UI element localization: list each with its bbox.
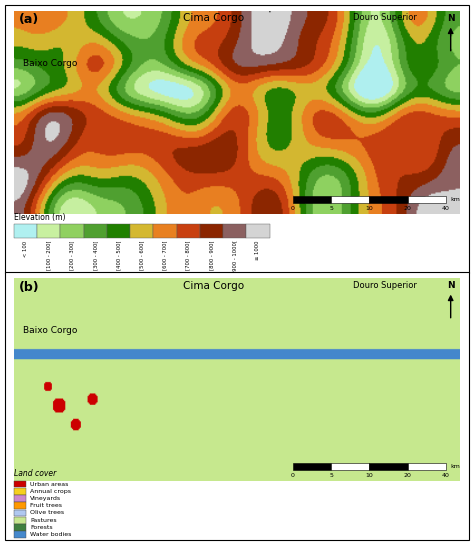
Text: 40: 40 xyxy=(442,205,450,211)
Bar xyxy=(130,225,154,238)
Text: Annual crops: Annual crops xyxy=(30,489,71,494)
Text: km: km xyxy=(451,197,461,202)
Text: Cima Corgo: Cima Corgo xyxy=(183,14,244,23)
Text: N: N xyxy=(447,281,455,290)
Text: 20: 20 xyxy=(404,205,411,211)
Bar xyxy=(331,196,369,203)
Text: Baixo Corgo: Baixo Corgo xyxy=(23,59,78,68)
Text: [100 - 200[: [100 - 200[ xyxy=(46,240,51,270)
Bar xyxy=(37,225,61,238)
Bar xyxy=(84,225,107,238)
Text: ≥ 1000: ≥ 1000 xyxy=(255,240,260,260)
Bar xyxy=(408,196,446,203)
Text: [500 - 600[: [500 - 600[ xyxy=(139,240,144,270)
Bar xyxy=(246,225,270,238)
Text: [200 - 300[: [200 - 300[ xyxy=(70,240,74,270)
Bar xyxy=(177,225,200,238)
Bar xyxy=(293,196,331,203)
Bar xyxy=(14,531,26,538)
Text: 5: 5 xyxy=(329,205,333,211)
Text: Forests: Forests xyxy=(30,525,53,530)
Bar xyxy=(369,196,408,203)
Text: N: N xyxy=(447,14,455,23)
Text: [800 - 900[: [800 - 900[ xyxy=(209,240,214,270)
Text: [700 - 800[: [700 - 800[ xyxy=(186,240,191,270)
Text: [300 - 400[: [300 - 400[ xyxy=(93,240,98,270)
Text: [900 - 1000[: [900 - 1000[ xyxy=(232,240,237,274)
Text: 20: 20 xyxy=(404,473,411,478)
Bar xyxy=(14,11,460,214)
Text: Elevation (m): Elevation (m) xyxy=(14,213,65,222)
Text: Fruit trees: Fruit trees xyxy=(30,503,62,508)
Text: 0: 0 xyxy=(291,205,295,211)
Text: Vineyards: Vineyards xyxy=(30,496,62,501)
Text: Water bodies: Water bodies xyxy=(30,532,72,537)
Text: 5: 5 xyxy=(329,473,333,478)
Text: Baixo Corgo: Baixo Corgo xyxy=(23,326,78,335)
Text: Urban areas: Urban areas xyxy=(30,482,69,487)
Text: (b): (b) xyxy=(18,281,39,294)
Bar xyxy=(14,225,37,238)
Bar xyxy=(14,488,26,495)
Text: Cima Corgo: Cima Corgo xyxy=(183,281,244,290)
Text: 10: 10 xyxy=(365,205,373,211)
Text: Land cover: Land cover xyxy=(14,469,56,478)
Bar xyxy=(14,502,26,509)
Bar xyxy=(408,463,446,470)
Text: [400 - 500[: [400 - 500[ xyxy=(116,240,121,270)
Bar xyxy=(369,463,408,470)
Bar xyxy=(107,225,130,238)
Text: < 100: < 100 xyxy=(23,240,28,257)
Bar xyxy=(61,225,84,238)
Bar xyxy=(331,463,369,470)
Text: Pastures: Pastures xyxy=(30,518,57,523)
Bar xyxy=(14,517,26,524)
Text: km: km xyxy=(451,464,461,469)
Bar xyxy=(154,225,177,238)
Bar xyxy=(14,510,26,516)
Bar xyxy=(223,225,246,238)
Text: Douro Superior: Douro Superior xyxy=(353,14,417,22)
Bar xyxy=(200,225,223,238)
Bar xyxy=(14,481,26,487)
Text: 0: 0 xyxy=(291,473,295,478)
Bar xyxy=(14,495,26,502)
Bar xyxy=(14,524,26,531)
Text: 10: 10 xyxy=(365,473,373,478)
Text: Douro Superior: Douro Superior xyxy=(353,281,417,289)
Text: Olive trees: Olive trees xyxy=(30,511,64,516)
Text: 40: 40 xyxy=(442,473,450,478)
Text: (a): (a) xyxy=(18,14,39,27)
Text: [600 - 700[: [600 - 700[ xyxy=(163,240,167,270)
Bar xyxy=(293,463,331,470)
